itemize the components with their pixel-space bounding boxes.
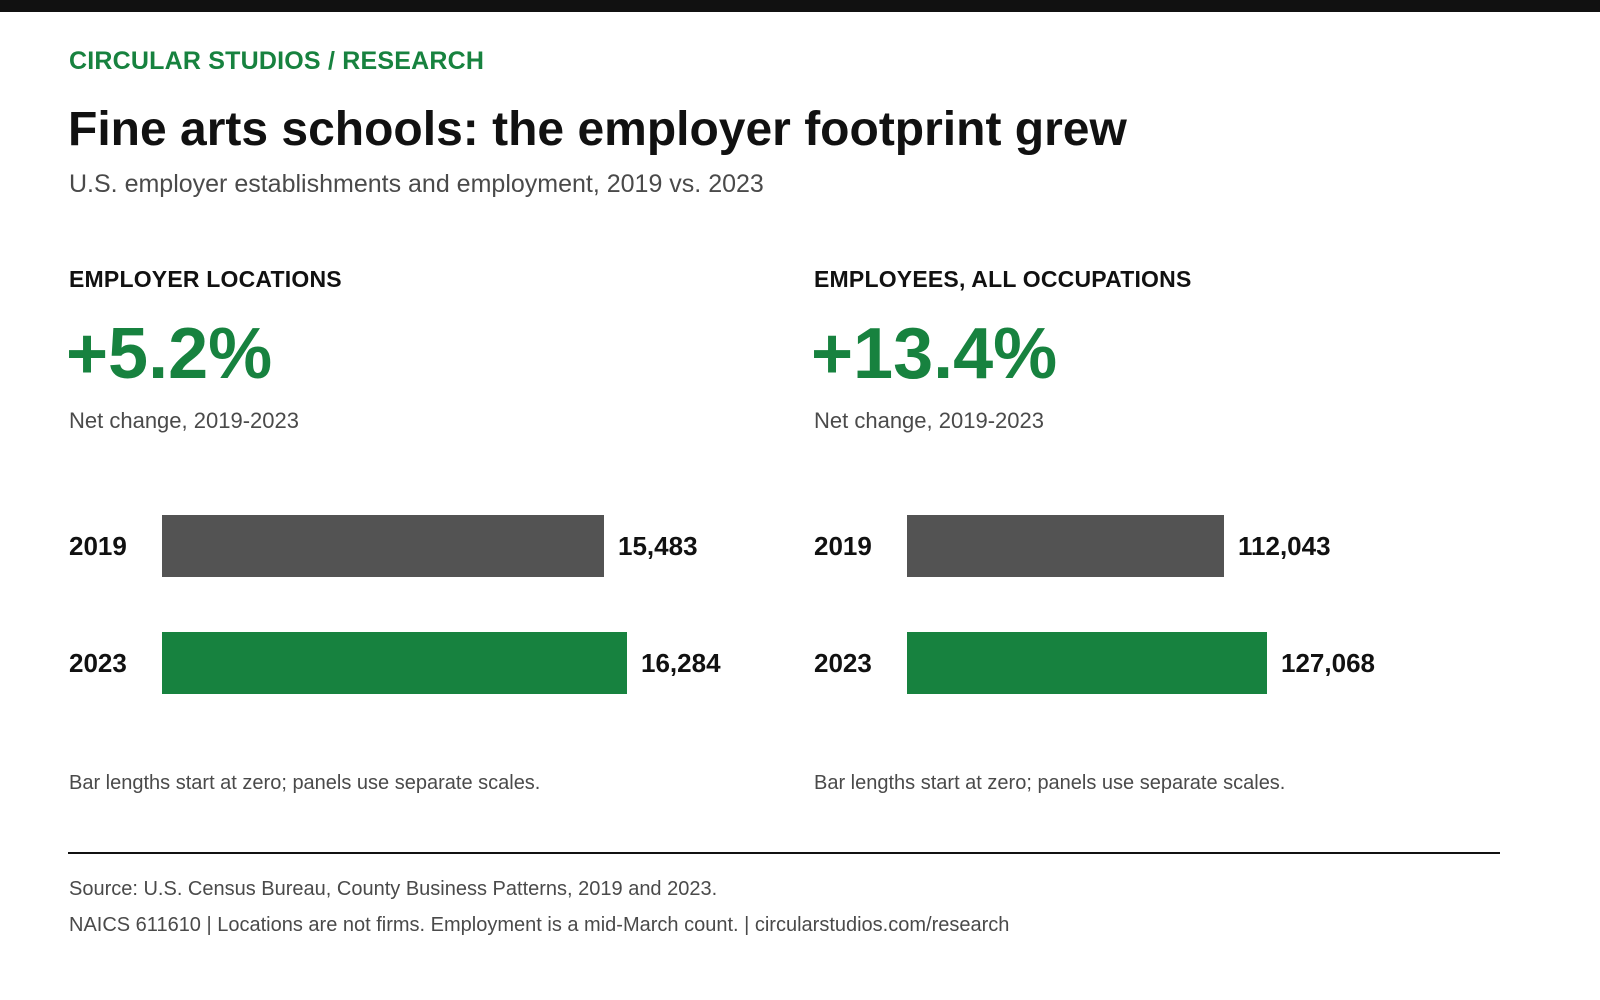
bar-value-label: 16,284 <box>641 648 721 678</box>
top-accent-bar <box>0 0 1600 12</box>
net-change-value: +5.2% <box>66 314 273 394</box>
bar-year-label: 2023 <box>814 648 872 678</box>
net-change-label: Net change, 2019-2023 <box>814 408 1044 433</box>
source-note: Source: U.S. Census Bureau, County Busin… <box>69 878 718 900</box>
net-change-label: Net change, 2019-2023 <box>69 408 299 433</box>
bar-row-2023: 2023 16,284 <box>69 632 769 694</box>
panel-note: Bar lengths start at zero; panels use se… <box>814 772 1286 794</box>
bar-2019 <box>162 515 604 577</box>
panel-heading: EMPLOYEES, ALL OCCUPATIONS <box>814 266 1192 292</box>
bar-row-2023: 2023 127,068 <box>814 632 1514 694</box>
bar-2023 <box>907 632 1267 694</box>
page-subtitle: U.S. employer establishments and employm… <box>69 170 764 198</box>
net-change-value: +13.4% <box>811 314 1058 394</box>
bar-year-label: 2019 <box>69 531 127 561</box>
bar-2023 <box>162 632 627 694</box>
panel-employees: EMPLOYEES, ALL OCCUPATIONS +13.4% Net ch… <box>811 266 1514 806</box>
panel-note: Bar lengths start at zero; panels use se… <box>69 772 541 794</box>
bar-year-label: 2023 <box>69 648 127 678</box>
eyebrow-label: CIRCULAR STUDIOS / RESEARCH <box>69 47 485 75</box>
bar-row-2019: 2019 15,483 <box>69 515 769 577</box>
footer-divider <box>68 852 1500 854</box>
bar-value-label: 15,483 <box>618 531 698 561</box>
bar-row-2019: 2019 112,043 <box>814 515 1514 577</box>
panel-heading: EMPLOYER LOCATIONS <box>69 266 342 292</box>
footnote: NAICS 611610 | Locations are not firms. … <box>69 914 1010 936</box>
bar-year-label: 2019 <box>814 531 872 561</box>
page-title: Fine arts schools: the employer footprin… <box>68 103 1127 156</box>
bar-value-label: 127,068 <box>1281 648 1375 678</box>
bar-value-label: 112,043 <box>1238 531 1331 561</box>
panel-employer-locations: EMPLOYER LOCATIONS +5.2% Net change, 201… <box>66 266 769 806</box>
bar-2019 <box>907 515 1224 577</box>
